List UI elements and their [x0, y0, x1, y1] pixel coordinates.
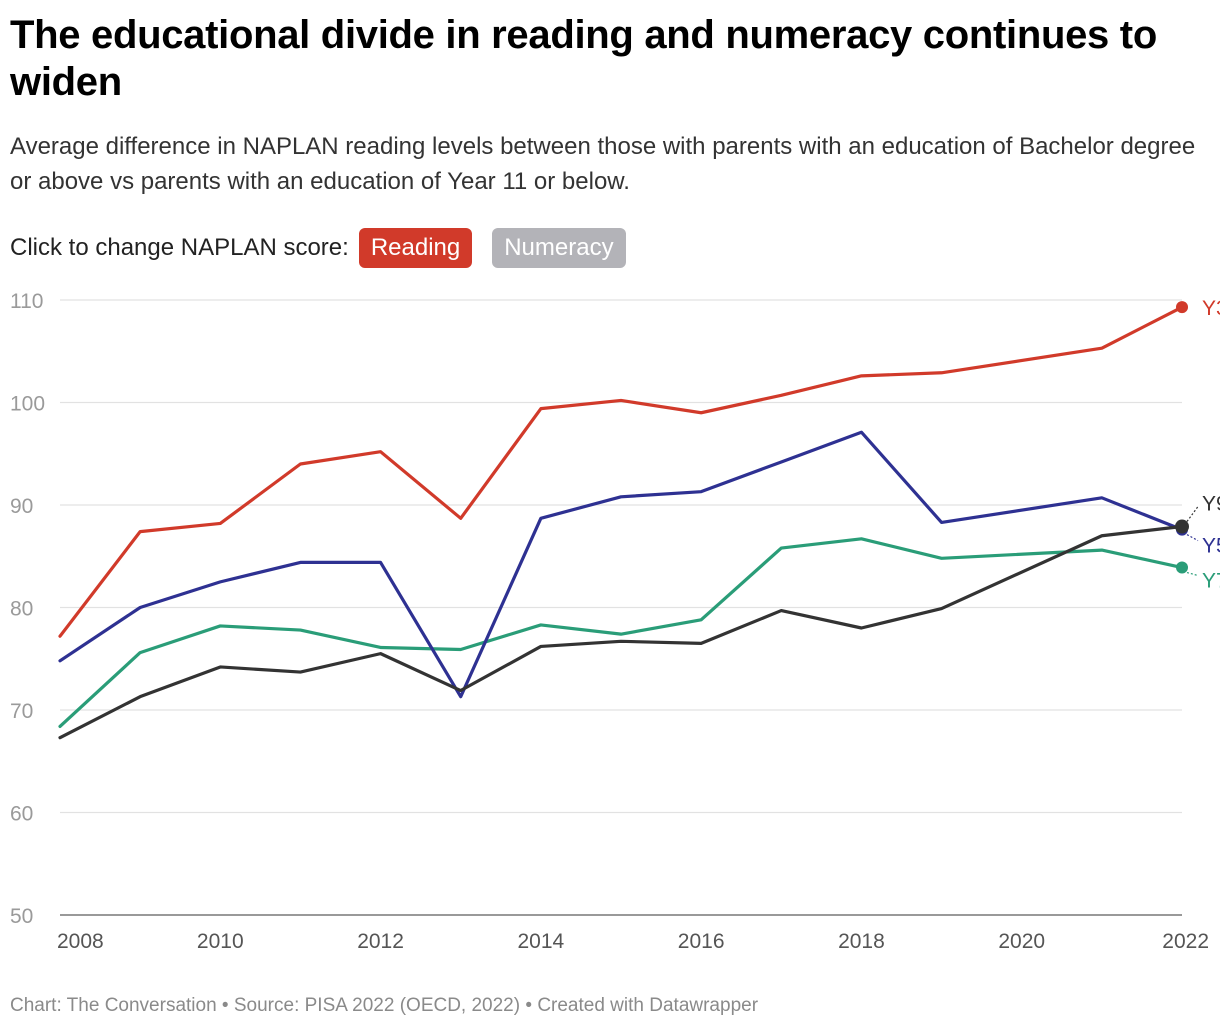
series-line-y7 — [58, 537, 1184, 728]
end-point-y9 — [1175, 519, 1189, 534]
y-tick-label: 110 — [10, 290, 43, 313]
x-tick-label: 2008 — [57, 930, 104, 953]
toggle-label: Click to change NAPLAN score: — [10, 234, 349, 261]
series-label-y9: Y9 — [1202, 493, 1220, 516]
label-leader-y9 — [1186, 506, 1199, 522]
chart-footer: Chart: The Conversation • Source: PISA 2… — [10, 995, 758, 1017]
series-line-y5 — [58, 430, 1184, 699]
series-label-y3: Y3 — [1202, 297, 1220, 320]
series-label-y5: Y5 — [1202, 535, 1220, 558]
y-tick-label: 90 — [10, 495, 33, 518]
chart-credit: Chart: The Conversation — [10, 995, 217, 1016]
y-tick-label: 50 — [10, 905, 33, 928]
score-toggle: Click to change NAPLAN score: Reading Nu… — [10, 228, 646, 268]
label-leader-y5 — [1186, 534, 1199, 542]
line-chart: 50 60 70 80 90 100 110 2008 2010 2012 2014 2016 2018… — [10, 290, 1220, 953]
end-point-y3 — [1176, 301, 1188, 314]
chart-subtitle: Average difference in NAPLAN reading lev… — [10, 133, 1196, 195]
reading-button[interactable]: Reading — [358, 228, 473, 268]
footer-separator: • — [216, 995, 234, 1016]
series-label-y7: Y7 — [1202, 570, 1220, 593]
y-tick-label: 80 — [10, 598, 33, 621]
x-tick-label: 2022 — [1162, 930, 1209, 953]
x-tick-label: 2018 — [838, 930, 885, 953]
y-tick-label: 100 — [10, 393, 45, 416]
end-point-y7 — [1176, 561, 1188, 574]
x-tick-label: 2012 — [357, 930, 404, 953]
label-leader-y7 — [1186, 571, 1199, 577]
numeracy-button[interactable]: Numeracy — [492, 228, 626, 268]
footer-separator: • — [520, 995, 538, 1016]
x-tick-label: 2010 — [197, 930, 244, 953]
x-tick-label: 2020 — [998, 930, 1045, 953]
source-note: Source: PISA 2022 (OECD, 2022) — [233, 995, 521, 1016]
x-tick-label: 2016 — [678, 930, 725, 953]
y-tick-label: 60 — [10, 803, 33, 826]
series-line-y3 — [58, 305, 1184, 638]
x-tick-label: 2014 — [517, 930, 564, 953]
y-tick-label: 70 — [10, 700, 33, 723]
tool-credit: Created with Datawrapper — [537, 995, 759, 1016]
chart-title: The educational divide in reading and nu… — [10, 13, 1157, 104]
series-line-y9 — [58, 524, 1184, 740]
